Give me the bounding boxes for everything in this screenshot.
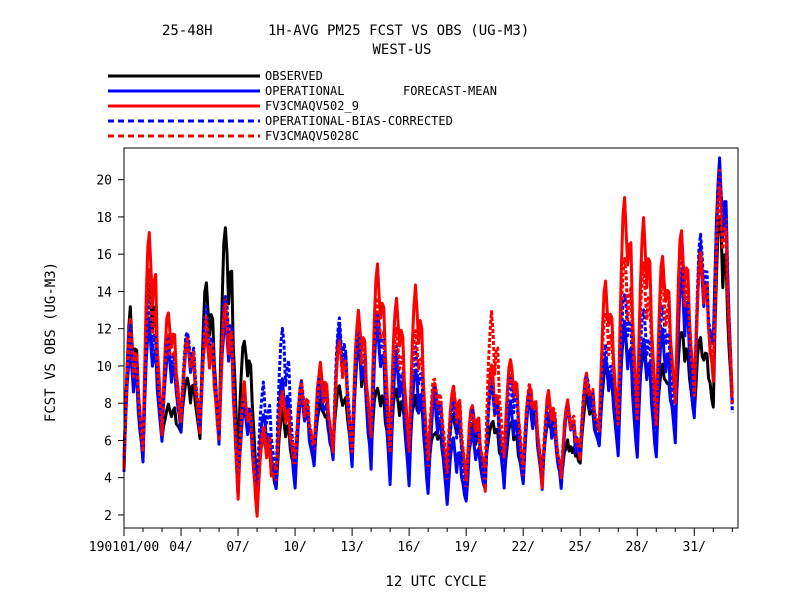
x-tick-label: 07/ xyxy=(226,540,249,555)
y-tick-label: 20 xyxy=(96,174,112,189)
x-tick-label: 190101/00 xyxy=(89,540,159,555)
y-tick-label: 2 xyxy=(104,509,112,524)
x-axis-label: 12 UTC CYCLE xyxy=(385,574,486,590)
plot-frame xyxy=(123,147,739,529)
y-tick-label: 8 xyxy=(104,397,112,412)
legend-label: OPERATIONAL xyxy=(265,84,344,98)
x-tick-label: 25/ xyxy=(568,540,591,555)
y-tick-label: 12 xyxy=(96,323,112,338)
chart-title: 1H-AVG PM25 FCST VS OBS (UG-M3) xyxy=(268,23,529,39)
legend-note: FORECAST-MEAN xyxy=(403,84,497,98)
x-tick-label: 28/ xyxy=(626,540,649,555)
series-layer xyxy=(122,156,734,518)
legend-label: OBSERVED xyxy=(265,69,323,83)
y-tick-label: 10 xyxy=(96,360,112,375)
x-tick-label: 04/ xyxy=(169,540,192,555)
x-tick-label: 13/ xyxy=(340,540,363,555)
legend-label: FV3CMAQV5028C xyxy=(265,129,359,143)
y-tick-label: 14 xyxy=(96,285,112,300)
y-axis: 2 4 6 8 10 12 14 16 18 20 xyxy=(96,174,124,524)
series-line-operational-bias-corrected xyxy=(122,169,734,497)
x-axis: 190101/00 04/07/10/13/16/19/22/25/28/31/ xyxy=(89,528,733,555)
y-tick-label: 4 xyxy=(104,472,112,487)
x-tick-label: 19/ xyxy=(454,540,477,555)
x-tick-label: 16/ xyxy=(397,540,420,555)
chart-subtitle: WEST-US xyxy=(372,42,431,58)
legend-label: FV3CMAQV502_9 xyxy=(265,99,359,113)
series-line-fv3cmaqv5028c xyxy=(122,185,734,512)
legend: OBSERVEDOPERATIONALFV3CMAQV502_9OPERATIO… xyxy=(108,69,453,143)
legend-label: OPERATIONAL-BIAS-CORRECTED xyxy=(265,114,453,128)
y-tick-label: 6 xyxy=(104,434,112,449)
x-tick-label: 10/ xyxy=(283,540,306,555)
y-axis-label: FCST VS OBS (UG-M3) xyxy=(43,262,59,422)
y-tick-label: 16 xyxy=(96,248,112,263)
x-tick-label: 31/ xyxy=(683,540,706,555)
x-tick-label: 22/ xyxy=(511,540,534,555)
y-tick-label: 18 xyxy=(96,211,112,226)
title-left: 25-48H xyxy=(162,23,213,39)
